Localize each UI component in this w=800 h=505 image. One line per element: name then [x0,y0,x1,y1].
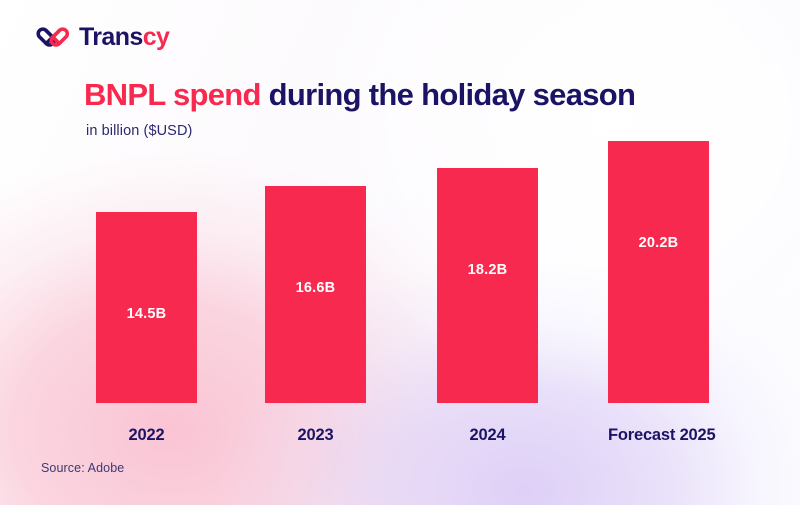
bar[interactable] [437,168,538,403]
bar-group: 20.2B Forecast 2025 [608,141,716,505]
brand-name-accent: cy [142,22,170,51]
bar-category-label: 2024 [469,426,506,444]
chart-subtitle: in billion ($USD) [86,123,193,139]
bar[interactable] [96,212,197,403]
brand-name-primary: Trans [79,22,143,51]
page-title: BNPL spend during the holiday season [84,77,636,112]
source-note: Source: Adobe [41,461,125,475]
bar-value-label: 18.2B [467,262,508,278]
bar[interactable] [265,186,366,403]
page-title-rest: during the holiday season [260,77,636,112]
bar-group: 18.2B 2024 [437,168,538,505]
bar-value-label: 14.5B [126,306,167,322]
bar-category-label: 2023 [297,426,334,444]
brand-logo[interactable]: Transcy [36,22,170,52]
bar-group: 14.5B 2022 [96,212,197,505]
brand-name: Transcy [79,22,170,51]
bar-value-label: 20.2B [638,235,679,251]
bar-category-label: Forecast 2025 [608,426,716,444]
bar-value-label: 16.6B [295,280,336,296]
page-title-accent: BNPL spend [84,77,261,112]
transcy-butterfly-logo-icon [36,27,70,47]
bar[interactable] [608,141,709,403]
bar-group: 16.6B 2023 [265,186,366,505]
bar-category-label: 2022 [128,426,165,444]
